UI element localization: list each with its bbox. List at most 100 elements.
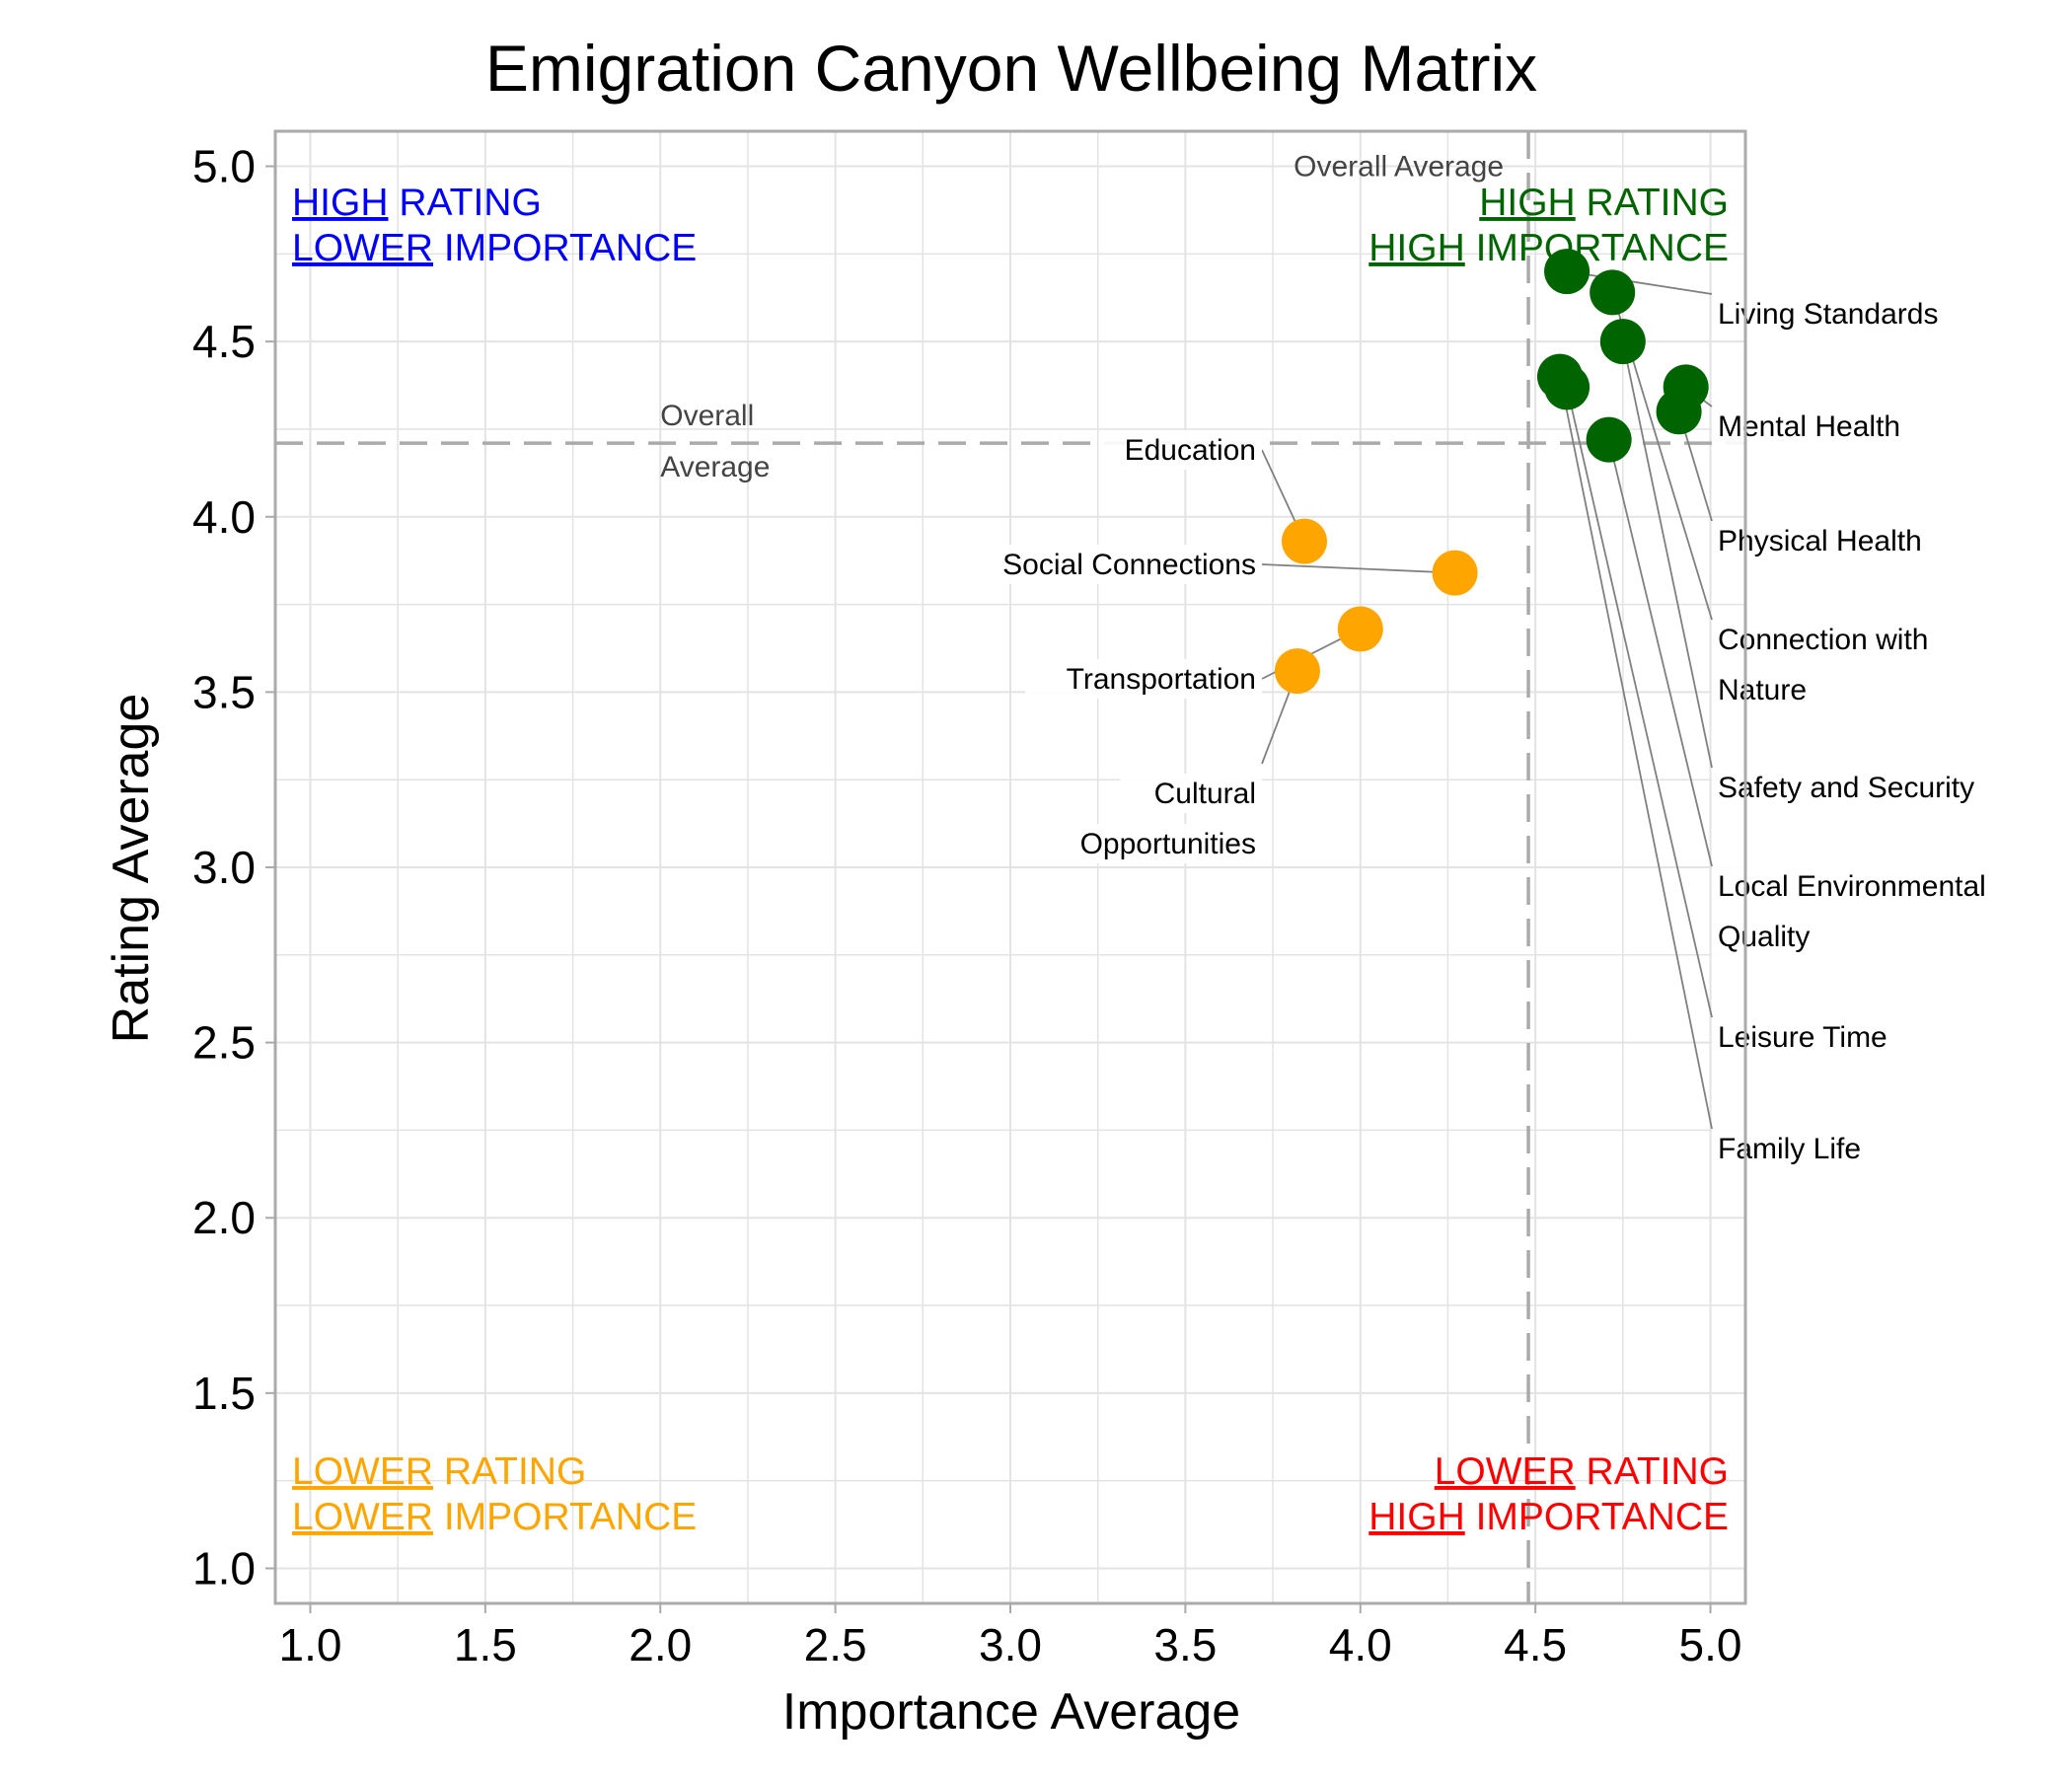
label-background (1025, 659, 1262, 699)
point-label: Transportation (1067, 663, 1256, 696)
label-background (962, 545, 1262, 584)
x-tick-label: 2.0 (629, 1619, 692, 1670)
data-point (1337, 606, 1383, 652)
quadrant-text: IMPORTANCE (1465, 1496, 1729, 1538)
rating-average-label: Average (660, 451, 770, 483)
quadrant-label-top-right: HIGH IMPORTANCE (1369, 227, 1729, 269)
label-background (1712, 1129, 1901, 1168)
data-point (1282, 518, 1327, 564)
x-tick-label: 3.0 (979, 1619, 1042, 1670)
y-tick-label: 4.0 (192, 491, 256, 543)
point-label: Safety and Security (1718, 772, 1974, 804)
quadrant-text: IMPORTANCE (1465, 227, 1729, 269)
label-connector (1566, 387, 1713, 1018)
x-axis-title: Importance Average (782, 1683, 1240, 1741)
label-connector (1621, 340, 1713, 769)
quadrant-text: RATING (433, 1450, 586, 1493)
point-label: Opportunities (1080, 828, 1256, 860)
y-tick-label: 3.0 (192, 842, 256, 893)
label-background (1712, 768, 2028, 807)
quadrant-text: IMPORTANCE (433, 1496, 697, 1538)
data-point (1599, 319, 1646, 365)
quadrant-label-top-left: HIGH RATING (292, 182, 542, 224)
data-point (1586, 416, 1632, 463)
x-tick-label: 3.5 (1153, 1619, 1217, 1670)
x-tick-label: 1.5 (454, 1619, 517, 1670)
label-background (1712, 620, 1964, 659)
quadrant-emphasis: LOWER (292, 227, 433, 269)
reference-lines: Overall Average Overall Average (275, 131, 1745, 1603)
point-label: Physical Health (1718, 525, 1922, 557)
label-connector (1559, 376, 1713, 1130)
point-label: Nature (1718, 674, 1807, 706)
quadrant-label-top-left: LOWER IMPORTANCE (292, 227, 697, 269)
x-tick-label: 1.0 (278, 1619, 341, 1670)
label-connector (1261, 563, 1455, 574)
data-point (1544, 249, 1591, 295)
grid (275, 131, 1745, 1603)
point-label: Living Standards (1718, 298, 1938, 331)
quadrant-emphasis: LOWER (292, 1496, 433, 1538)
quadrant-emphasis: HIGH (292, 182, 389, 224)
x-tick-label: 4.0 (1329, 1619, 1392, 1670)
label-background (1712, 670, 1822, 709)
data-point (1656, 389, 1702, 435)
point-label: Quality (1718, 921, 1810, 953)
quadrant-label-bottom-right: LOWER RATING (1435, 1450, 1729, 1493)
point-label: Leisure Time (1718, 1021, 1887, 1054)
y-axis-title: Rating Average (103, 694, 160, 1044)
x-tick-label: 5.0 (1679, 1619, 1742, 1670)
quadrant-label-bottom-left: LOWER IMPORTANCE (292, 1496, 697, 1538)
quadrant-emphasis: HIGH (1369, 1496, 1465, 1538)
label-background (1120, 774, 1262, 813)
point-label: Local Environmental (1718, 870, 1986, 903)
y-tick-label: 2.0 (192, 1192, 256, 1243)
data-point (1536, 353, 1583, 400)
y-tick-label: 4.5 (192, 316, 256, 367)
x-tick-label: 2.5 (804, 1619, 867, 1670)
point-label: Connection with (1718, 624, 1928, 656)
chart-title: Emigration Canyon Wellbeing Matrix (485, 32, 1537, 105)
data-points (1274, 249, 1709, 695)
quadrant-label-bottom-right: HIGH IMPORTANCE (1369, 1496, 1729, 1538)
quadrant-text: IMPORTANCE (433, 227, 697, 269)
label-background (1041, 824, 1262, 863)
rating-average-label: Overall (660, 400, 754, 432)
axis-ticks: 1.0 1.5 2.0 2.5 3.0 3.5 4.0 4.5 5.0 1.0 1.5 2.0 2.5 3… (192, 141, 1741, 1670)
quadrant-label-top-right: HIGH RATING (1479, 182, 1729, 224)
point-label: Education (1125, 434, 1256, 467)
quadrant-text: RATING (389, 182, 542, 224)
x-tick-label: 4.5 (1504, 1619, 1567, 1670)
y-tick-label: 1.0 (192, 1542, 256, 1594)
point-label: Family Life (1718, 1133, 1861, 1165)
point-label: Cultural (1154, 778, 1256, 810)
importance-average-label: Overall Average (1294, 151, 1504, 184)
label-connectors (1261, 270, 1713, 1130)
label-connector (1566, 270, 1713, 295)
data-point (1590, 269, 1636, 316)
quadrant-emphasis: LOWER (1435, 1450, 1576, 1493)
quadrant-emphasis: LOWER (292, 1450, 433, 1493)
y-tick-label: 1.5 (192, 1368, 256, 1419)
point-label: Social Connections (1002, 549, 1256, 581)
label-connector (1607, 439, 1713, 867)
label-background (1712, 917, 1838, 956)
quadrant-label-bottom-left: LOWER RATING (292, 1450, 586, 1493)
data-point (1432, 550, 1478, 596)
y-tick-label: 3.5 (192, 666, 256, 717)
data-point (1274, 648, 1320, 695)
quadrant-text: RATING (1576, 182, 1729, 224)
quadrant-text: RATING (1576, 1450, 1729, 1493)
label-background (1104, 430, 1262, 470)
point-label: Mental Health (1718, 410, 1900, 443)
label-background (1712, 407, 1933, 446)
label-background (1712, 294, 1980, 334)
label-background (1712, 521, 1964, 560)
quadrant-emphasis: HIGH (1479, 182, 1576, 224)
point-labels: Living Standards Mental Health Physical He… (962, 294, 2028, 1168)
label-background (1712, 866, 2028, 906)
quadrant-emphasis: HIGH (1369, 227, 1465, 269)
y-tick-label: 2.5 (192, 1017, 256, 1069)
